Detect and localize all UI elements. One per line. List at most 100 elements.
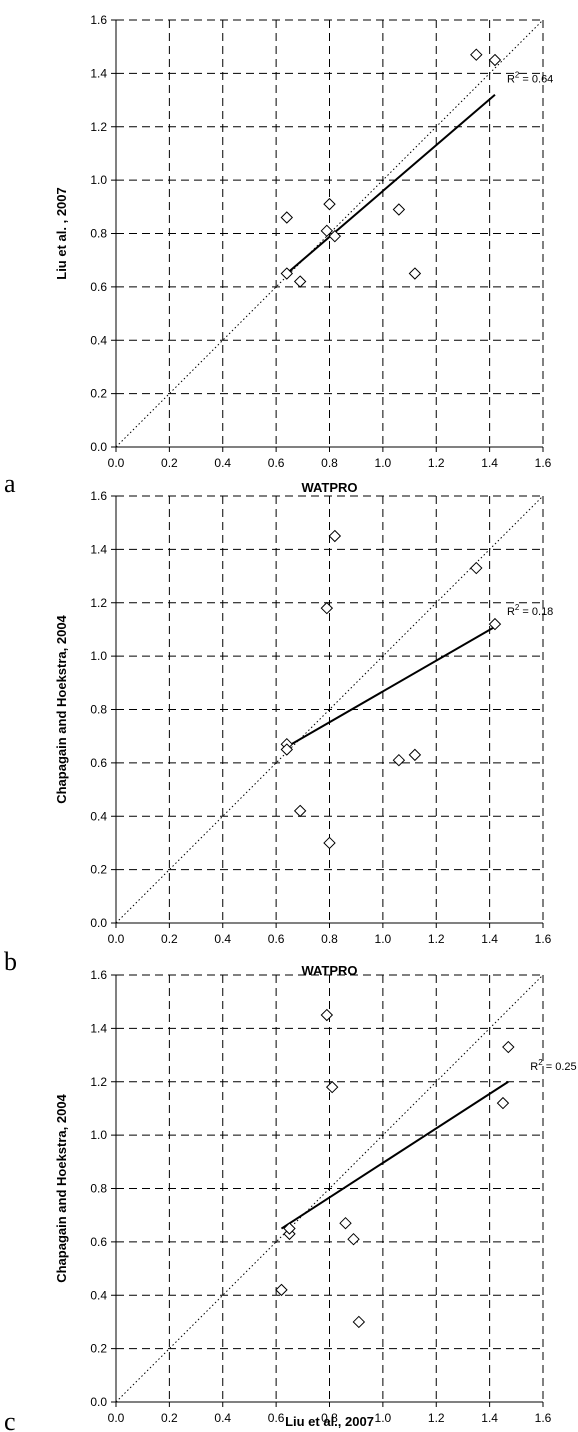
data-point xyxy=(323,197,336,211)
y-tick-label: 0.8 xyxy=(90,227,107,241)
y-axis-title: Chapagain and Hoekstra, 2004 xyxy=(54,614,69,803)
data-point xyxy=(280,211,294,224)
y-tick-label: 0.6 xyxy=(90,280,107,294)
y-tick-label: 0.6 xyxy=(90,1235,107,1249)
y-tick-label: 1.6 xyxy=(90,489,107,503)
x-tick-label: 0.0 xyxy=(108,1411,125,1425)
data-point xyxy=(280,267,294,280)
y-tick-label: 0.2 xyxy=(90,387,107,401)
y-tick-label: 0.4 xyxy=(90,1288,107,1302)
y-tick-label: 1.6 xyxy=(90,13,107,27)
y-tick-label: 0.4 xyxy=(90,809,107,823)
y-axis-title: Chapagain and Hoekstra, 2004 xyxy=(54,1093,69,1282)
x-axis-title: WATPRO xyxy=(301,963,357,978)
y-tick-label: 1.0 xyxy=(90,1128,107,1142)
x-tick-label: 1.4 xyxy=(481,456,498,470)
data-point xyxy=(320,224,334,238)
y-tick-label: 0.4 xyxy=(90,333,107,347)
x-tick-label: 1.0 xyxy=(375,456,392,470)
x-tick-label: 1.4 xyxy=(481,932,498,946)
data-point xyxy=(470,561,483,575)
x-tick-label: 1.2 xyxy=(428,456,445,470)
data-point xyxy=(293,275,307,288)
x-tick-label: 0.2 xyxy=(161,1411,178,1425)
y-tick-label: 0.0 xyxy=(90,1395,107,1409)
data-point xyxy=(496,1096,510,1110)
data-point xyxy=(320,601,334,615)
x-tick-label: 0.4 xyxy=(214,456,231,470)
y-tick-label: 1.0 xyxy=(90,649,107,663)
y-tick-label: 0.0 xyxy=(90,916,107,930)
r-squared-annotation: R2 = 0.18 xyxy=(507,603,553,618)
linear-trendline xyxy=(280,1080,509,1230)
data-point xyxy=(328,229,342,243)
chart-panel-c: 0.0 0.2 0.4 0.6 0.8 1.0 1.2 1.4 1.6 0.0 0.2 0.4 0.6 0… xyxy=(4,968,577,1432)
data-point xyxy=(502,1040,515,1054)
y-tick-label: 1.6 xyxy=(90,968,107,982)
linear-trendline xyxy=(286,93,496,275)
y-tick-label: 1.4 xyxy=(90,542,107,556)
x-tick-label: 0.2 xyxy=(161,932,178,946)
data-point xyxy=(488,617,502,631)
r-squared-annotation: R2 = 0.64 xyxy=(507,71,553,86)
data-point xyxy=(293,804,307,818)
x-tick-label: 1.6 xyxy=(535,932,552,946)
data-point xyxy=(488,53,502,67)
data-point xyxy=(325,1080,339,1094)
y-tick-label: 1.4 xyxy=(90,66,107,80)
y-tick-label: 0.2 xyxy=(90,1342,107,1356)
x-tick-label: 1.0 xyxy=(375,1411,392,1425)
panel-letter: c xyxy=(4,1407,16,1432)
data-point xyxy=(408,267,422,280)
data-point xyxy=(347,1232,360,1246)
linear-trendline xyxy=(286,625,496,748)
y-tick-label: 0.8 xyxy=(90,703,107,717)
x-tick-label: 1.0 xyxy=(375,932,392,946)
x-tick-label: 0.4 xyxy=(214,1411,231,1425)
x-tick-label: 0.0 xyxy=(108,932,125,946)
one-to-one-reference-line xyxy=(115,495,544,924)
x-tick-label: 0.8 xyxy=(321,1411,338,1425)
panel-letter: b xyxy=(4,947,17,976)
x-tick-label: 0.0 xyxy=(108,456,125,470)
y-tick-label: 1.2 xyxy=(90,1075,107,1089)
panel-letter: a xyxy=(4,469,16,498)
data-point xyxy=(392,203,406,216)
y-tick-label: 1.0 xyxy=(90,173,107,187)
data-point xyxy=(339,1216,352,1230)
y-tick-label: 1.2 xyxy=(90,120,107,134)
data-point xyxy=(323,836,336,850)
y-tick-label: 0.2 xyxy=(90,863,107,877)
x-tick-label: 1.4 xyxy=(481,1411,498,1425)
x-tick-label: 1.6 xyxy=(535,1411,552,1425)
x-tick-label: 1.2 xyxy=(428,932,445,946)
x-tick-label: 0.6 xyxy=(268,932,285,946)
one-to-one-reference-line xyxy=(115,974,544,1403)
y-tick-label: 1.2 xyxy=(90,596,107,610)
data-point xyxy=(320,1008,334,1022)
data-point xyxy=(470,48,483,61)
x-tick-label: 1.2 xyxy=(428,1411,445,1425)
data-point xyxy=(408,748,422,762)
r-squared-annotation: R2 = 0.25 xyxy=(530,1058,576,1073)
x-axis-title: Liu et al., 2007 xyxy=(285,1414,374,1429)
y-tick-label: 0.6 xyxy=(90,756,107,770)
x-tick-label: 0.6 xyxy=(268,456,285,470)
x-tick-label: 1.6 xyxy=(535,456,552,470)
data-point xyxy=(392,753,406,767)
x-tick-label: 0.2 xyxy=(161,456,178,470)
data-point xyxy=(283,1222,296,1235)
y-tick-label: 1.4 xyxy=(90,1021,107,1035)
x-axis-title: WATPRO xyxy=(301,480,357,495)
chart-panel-b: 0.0 0.2 0.4 0.6 0.8 1.0 1.2 1.4 1.6 0.0 0.2 0.4 0.6 0… xyxy=(4,489,553,978)
chart-panel-a: 0.0 0.2 0.4 0.6 0.8 1.0 1.2 1.4 1.6 0.0 0.2 0.4 0.6 0… xyxy=(4,13,553,498)
data-point xyxy=(280,743,294,756)
data-point xyxy=(275,1283,288,1297)
x-tick-label: 0.8 xyxy=(321,932,338,946)
y-tick-label: 0.8 xyxy=(90,1182,107,1196)
y-axis-title: Liu et al. , 2007 xyxy=(54,187,69,280)
data-point xyxy=(352,1315,366,1329)
x-tick-label: 0.4 xyxy=(214,932,231,946)
x-tick-label: 0.8 xyxy=(321,456,338,470)
